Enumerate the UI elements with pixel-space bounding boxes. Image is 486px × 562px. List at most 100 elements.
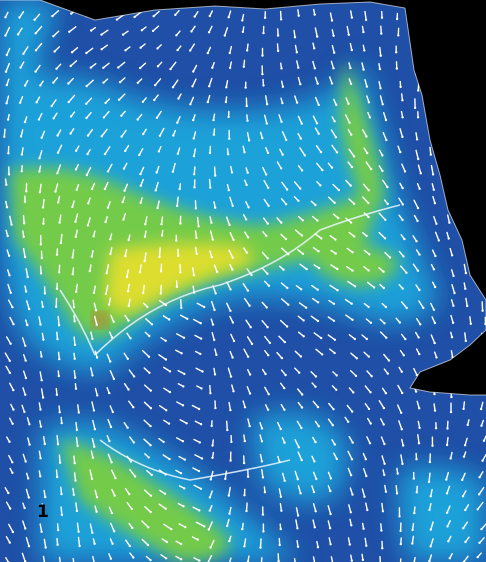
vector-arrow — [67, 94, 76, 103]
vector-arrow-head — [231, 256, 234, 259]
vector-arrow — [434, 231, 440, 242]
vector-arrow-head — [42, 222, 45, 225]
vector-arrow-head — [175, 34, 178, 37]
vector-arrow — [17, 27, 23, 36]
vector-arrow-head — [263, 16, 267, 19]
vector-arrow-head — [182, 505, 185, 508]
vector-arrow-head — [230, 171, 234, 174]
vector-arrow-head — [395, 492, 399, 495]
vector-arrow-head — [266, 222, 269, 225]
vector-arrow-head — [366, 151, 369, 155]
vector-arrow — [162, 366, 171, 373]
vector-arrow-head — [449, 410, 453, 414]
vector-arrow — [225, 420, 229, 431]
vector-arrow-head — [24, 460, 27, 463]
vector-arrow-head — [56, 337, 59, 341]
vector-arrow-head — [8, 359, 11, 362]
vector-arrow-head — [314, 510, 317, 513]
vector-arrow-head — [363, 495, 366, 498]
vector-arrow — [102, 62, 110, 69]
vector-arrow-head — [232, 390, 235, 393]
vector-arrow-head — [246, 475, 250, 478]
vector-arrow-head — [364, 18, 368, 22]
vector-arrow-head — [5, 206, 9, 209]
vector-arrow — [279, 319, 288, 328]
vector-arrow-head — [378, 67, 382, 71]
vector-arrow-head — [434, 254, 437, 258]
vector-arrow — [58, 454, 61, 464]
vector-arrow — [329, 12, 333, 22]
vector-arrow — [450, 314, 454, 324]
vector-arrow — [191, 78, 197, 88]
vector-arrow-head — [337, 216, 340, 220]
vector-arrow — [310, 315, 319, 322]
vector-arrow-head — [335, 457, 338, 461]
vector-arrow-head — [207, 528, 210, 531]
vector-arrow-head — [469, 322, 472, 325]
vector-arrow-head — [263, 491, 267, 494]
vector-arrow-head — [40, 136, 43, 139]
vector-arrow-head — [432, 268, 436, 271]
vector-arrow-head — [227, 494, 230, 497]
vector-arrow — [347, 467, 352, 476]
vector-arrow-head — [284, 237, 288, 241]
vector-arrow — [211, 332, 215, 341]
vector-arrow-head — [405, 306, 408, 310]
vector-arrow-head — [281, 85, 285, 89]
vector-arrow-head — [214, 206, 217, 209]
vector-arrow-head — [367, 215, 370, 219]
vector-arrow-head — [44, 495, 47, 499]
vector-arrow — [154, 78, 162, 86]
vector-arrow — [399, 128, 404, 138]
vector-arrow — [77, 536, 81, 547]
vector-arrow-head — [112, 320, 115, 323]
vector-arrow-head — [103, 152, 107, 156]
vector-arrow-head — [5, 102, 8, 105]
vector-arrow — [21, 552, 26, 562]
vector-arrow-head — [276, 49, 280, 53]
vector-arrow-head — [300, 288, 303, 291]
vector-arrow-head — [11, 461, 14, 464]
vector-arrow-head — [368, 116, 372, 119]
vector-arrow-head — [286, 286, 289, 290]
vector-arrow-head — [7, 491, 10, 495]
vector-arrow-head — [380, 529, 383, 532]
vector-arrow — [7, 299, 14, 308]
vector-arrow-head — [38, 191, 42, 194]
vector-arrow-head — [317, 425, 320, 428]
vector-arrow — [397, 404, 402, 414]
vector-arrow-head — [155, 171, 158, 174]
vector-arrow — [142, 284, 145, 294]
vector-arrow-head — [315, 477, 318, 481]
vector-arrow-head — [401, 391, 404, 395]
vector-arrow-head — [73, 343, 77, 347]
vector-arrow-head — [384, 490, 388, 493]
vector-arrow-head — [40, 256, 43, 260]
vector-arrow — [226, 281, 232, 291]
vector-arrow — [163, 523, 173, 530]
vector-arrow — [143, 419, 152, 427]
vector-arrow — [278, 488, 282, 498]
vector-arrow-head — [124, 149, 127, 153]
vector-arrow-head — [19, 135, 23, 138]
vector-arrow-head — [451, 321, 455, 324]
vector-arrow-head — [350, 16, 354, 19]
vector-arrow-head — [250, 342, 254, 346]
vector-arrow-head — [129, 460, 133, 463]
vector-arrow — [316, 162, 323, 171]
vector-arrow-head — [285, 138, 288, 142]
vector-arrow-head — [129, 337, 132, 340]
vector-arrow — [245, 502, 248, 512]
vector-arrow-head — [27, 496, 30, 499]
vector-arrow-head — [229, 309, 232, 312]
vector-arrow — [331, 144, 338, 154]
vector-arrow-head — [176, 204, 179, 208]
vector-arrow — [293, 558, 296, 562]
vector-arrow-head — [268, 341, 272, 345]
vector-arrow — [276, 161, 282, 170]
vector-arrow-head — [197, 407, 201, 411]
vector-arrow-head — [448, 557, 451, 560]
vector-arrow-head — [91, 456, 95, 459]
vector-arrow-head — [267, 354, 270, 357]
vector-arrow — [191, 267, 195, 276]
